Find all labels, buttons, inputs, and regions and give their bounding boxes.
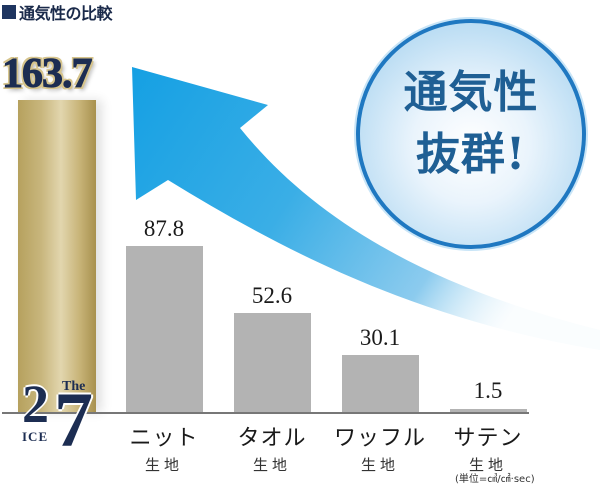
category-sub: 生地 <box>144 456 183 474</box>
category-label-satin: サテン 生地 <box>433 420 543 475</box>
logo-ice: ICE <box>22 429 49 444</box>
category-sub: 生地 <box>468 456 507 474</box>
category-sub: 生地 <box>252 456 291 474</box>
bar-the27ice <box>18 100 96 412</box>
category-label-waffle: ワッフル 生地 <box>325 420 435 475</box>
value-label-satin: 1.5 <box>473 378 503 403</box>
category-main: ニット <box>129 426 199 451</box>
x-axis-baseline <box>2 412 529 414</box>
logo-two: 2 <box>22 374 49 434</box>
the27ice-logo: 2 7 The ICE <box>18 377 98 467</box>
bar-towel <box>234 313 311 412</box>
logo-seven: 7 <box>54 376 93 463</box>
title-square-icon <box>2 5 16 19</box>
bar-knit <box>126 246 203 412</box>
value-label-waffle: 30.1 <box>359 325 401 350</box>
bar-waffle <box>342 355 419 412</box>
category-sub: 生地 <box>360 456 399 474</box>
value-label-knit: 87.8 <box>143 216 185 241</box>
badge-circle: 通気性 抜群! <box>356 19 586 249</box>
value-label-the27ice: 163.7 <box>2 51 93 98</box>
badge-line2: 抜群! <box>415 129 527 180</box>
category-main: タオル <box>237 426 307 451</box>
category-label-towel: タオル 生地 <box>217 420 327 475</box>
unit-note: (単位=㎤/㎠·sec) <box>455 474 535 485</box>
category-main: サテン <box>453 426 523 451</box>
chart-title: 通気性の比較 <box>2 2 113 23</box>
logo-the: The <box>62 379 86 394</box>
category-main: ワッフル <box>333 426 426 451</box>
category-label-knit: ニット 生地 <box>109 420 219 475</box>
badge-line1: 通気性 <box>403 67 539 118</box>
chart-title-text: 通気性の比較 <box>19 4 113 23</box>
value-label-towel: 52.6 <box>251 283 293 308</box>
bar-satin <box>450 409 527 412</box>
